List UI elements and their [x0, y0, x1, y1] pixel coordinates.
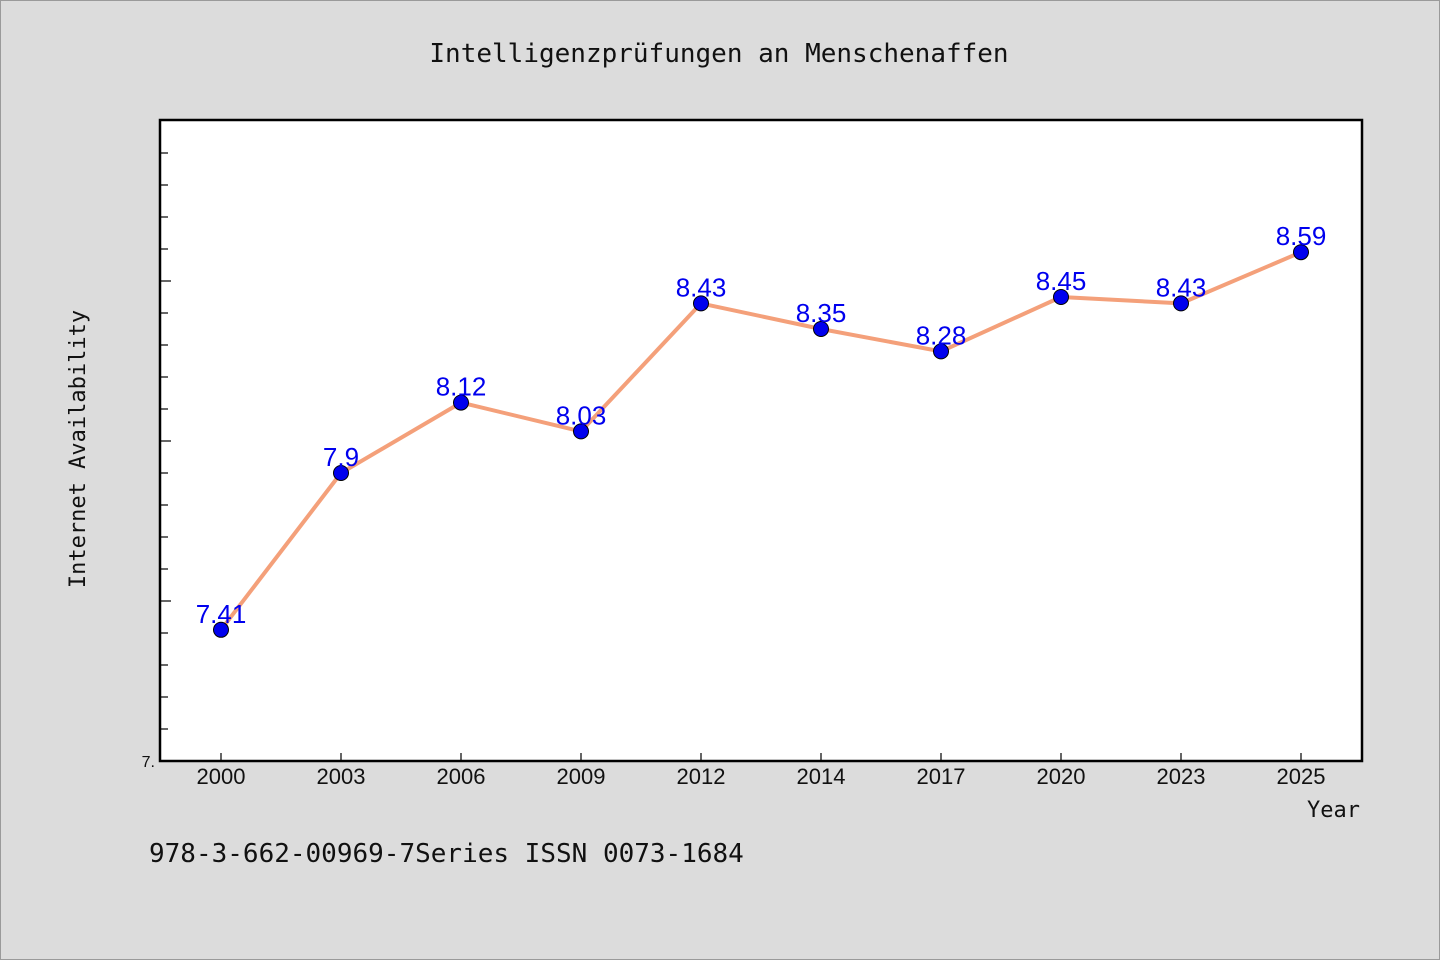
- x-tick-label: 2003: [317, 764, 366, 789]
- data-label: 8.43: [676, 272, 727, 302]
- x-tick-label: 2025: [1277, 764, 1326, 789]
- data-label: 7.41: [196, 599, 247, 629]
- data-point: [333, 465, 349, 481]
- x-tick-label: 2023: [1157, 764, 1206, 789]
- data-point: [933, 343, 949, 360]
- data-label: 8.03: [556, 400, 607, 430]
- series-line: [219, 250, 1302, 632]
- plot-area: [158, 118, 1364, 763]
- data-label: 8.28: [916, 320, 967, 350]
- data-label: 7.9: [323, 442, 359, 472]
- series-group: 7.41 7.9 8.12 8.03 8.43 8.35 8.28 8.45 8.43 8.59: [196, 221, 1327, 638]
- data-label: 8.35: [796, 298, 847, 328]
- data-label: 8.43: [1156, 272, 1207, 302]
- data-point: [1293, 244, 1309, 261]
- y-tick-label: 7.: [142, 754, 155, 771]
- x-axis: 2000 2003 2006 2009 2012 2014 2017 2020 2023 2025: [197, 753, 1326, 789]
- data-point: [693, 295, 709, 312]
- data-label: 8.59: [1276, 221, 1327, 251]
- data-point: [453, 394, 469, 411]
- x-tick-label: 2017: [917, 764, 966, 789]
- chart-title: Intelligenzprüfungen an Menschenaffen: [429, 39, 1008, 69]
- data-point: [573, 423, 589, 440]
- data-point: [1053, 289, 1069, 305]
- data-label: 8.45: [1036, 266, 1087, 296]
- data-point: [1173, 295, 1189, 312]
- x-tick-label: 2012: [677, 764, 726, 789]
- footer-isbn-text: 978-3-662-00969-7Series ISSN 0073-1684: [149, 839, 744, 869]
- x-tick-label: 2000: [197, 764, 246, 789]
- data-label: 8.12: [436, 372, 487, 402]
- data-point: [813, 321, 829, 337]
- x-tick-label: 2020: [1037, 764, 1086, 789]
- x-tick-label: 2006: [437, 764, 486, 789]
- y-axis-ticks: [161, 152, 171, 762]
- x-tick-label: 2014: [797, 764, 846, 789]
- y-axis-label: Internet Availability: [66, 310, 91, 588]
- x-tick-label: 2009: [557, 764, 606, 789]
- x-axis-label: Year: [1307, 798, 1360, 823]
- data-point: [213, 621, 229, 638]
